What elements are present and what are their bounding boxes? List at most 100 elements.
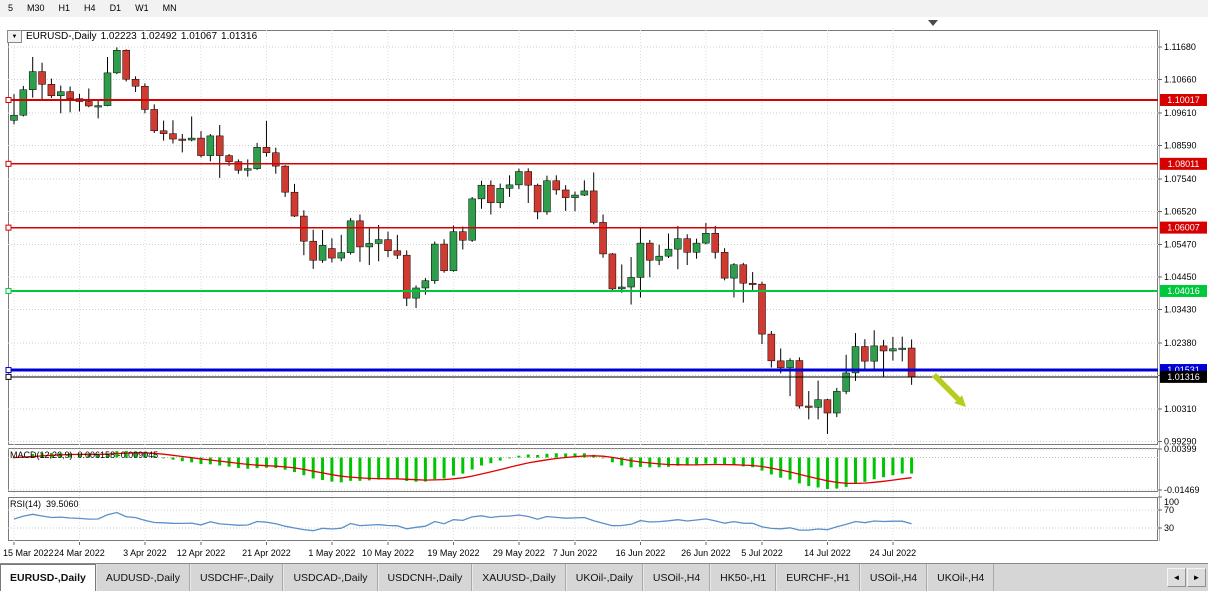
chart-tab-usoil-h4-7[interactable]: USOil-,H4 xyxy=(642,564,711,591)
macd-bar xyxy=(12,457,16,459)
macd-bar xyxy=(835,457,839,489)
svg-text:3 Apr 2022: 3 Apr 2022 xyxy=(123,548,167,558)
timeframe-button-mn[interactable]: MN xyxy=(157,1,183,16)
price-badge-1.08011 xyxy=(1160,157,1207,170)
candle xyxy=(281,165,289,193)
timeframe-button-h1[interactable]: H1 xyxy=(53,1,77,16)
chart-tab-xauusd-daily-5[interactable]: XAUUSD-,Daily xyxy=(472,564,566,591)
candle xyxy=(870,345,878,362)
candle xyxy=(730,264,738,279)
chart-tab-usoil-h4-10[interactable]: USOil-,H4 xyxy=(859,564,928,591)
timeframe-toolbar: 5 M30 H1 H4 D1 W1 MN xyxy=(0,0,1208,18)
chart-tab-usdcad-daily-3[interactable]: USDCAD-,Daily xyxy=(283,564,378,591)
candle xyxy=(402,254,411,299)
macd-bar xyxy=(536,455,540,458)
macd-bar xyxy=(676,457,680,466)
macd-bar xyxy=(891,457,895,476)
macd-bar xyxy=(180,457,184,462)
macd-bar xyxy=(31,454,35,458)
timeframe-button-d1[interactable]: D1 xyxy=(104,1,128,16)
chart-canvas[interactable]: 1.11680 1.10660 1.09610 1.08590 1.07540 1.065… xyxy=(0,17,1208,563)
macd-bar xyxy=(162,457,166,459)
candle xyxy=(10,114,18,121)
ohlc-close: 1.01316 xyxy=(221,31,258,42)
svg-text:19 May 2022: 19 May 2022 xyxy=(427,548,479,558)
svg-text:1.02380: 1.02380 xyxy=(1164,338,1197,348)
macd-bar xyxy=(274,457,278,469)
macd-bar xyxy=(115,451,119,458)
candlestick-series xyxy=(10,47,916,435)
macd-bar xyxy=(816,457,820,488)
chart-tab-eurchf-h1-9[interactable]: EURCHF-,H1 xyxy=(776,564,860,591)
level-handle xyxy=(5,287,12,294)
chart-tab-usdcnh-daily-4[interactable]: USDCNH-,Daily xyxy=(377,564,473,591)
chart-tab-ukoil-h4-11[interactable]: UKOil-,H4 xyxy=(927,564,995,591)
tab-scroll-left-button[interactable]: ◄ xyxy=(1167,568,1186,587)
macd-bar xyxy=(442,457,446,479)
candle xyxy=(477,184,486,200)
candle xyxy=(47,84,56,97)
macd-bar xyxy=(171,457,175,460)
timeframe-button-m30[interactable]: M30 xyxy=(21,1,51,16)
candle xyxy=(19,89,28,116)
macd-bar xyxy=(769,457,773,475)
ohlc-open: 1.02223 xyxy=(100,31,137,42)
candle xyxy=(861,346,869,362)
timeframe-button-5[interactable]: 5 xyxy=(2,1,19,16)
candle xyxy=(851,346,860,374)
support-resistance-lines[interactable] xyxy=(5,97,1158,380)
chart-symbol-label: EURUSD-,Daily xyxy=(26,31,97,42)
candle xyxy=(262,147,271,153)
chart-tab-usdchf-daily-2[interactable]: USDCHF-,Daily xyxy=(189,564,284,591)
macd-bar xyxy=(517,455,521,458)
macd-bar xyxy=(199,457,203,465)
chart-tabs-bar: EURUSD-,Daily AUDUSD-,Daily USDCHF-,Daily U… xyxy=(0,563,1208,591)
candle xyxy=(814,399,822,408)
macd-bar xyxy=(124,451,128,458)
symbol-dropdown-button[interactable]: ▼ xyxy=(7,30,22,43)
candle xyxy=(94,105,102,108)
macd-bar xyxy=(489,457,493,464)
candle xyxy=(720,252,729,279)
macd-bar xyxy=(610,457,614,463)
candle xyxy=(131,78,140,87)
candle xyxy=(543,180,551,213)
candle xyxy=(907,347,916,378)
candle xyxy=(421,280,430,289)
svg-text:1.08590: 1.08590 xyxy=(1164,140,1197,150)
macd-bar xyxy=(349,457,353,481)
tab-scroll-right-button[interactable]: ► xyxy=(1187,568,1206,587)
macd-bar xyxy=(236,457,240,468)
candle xyxy=(748,282,757,285)
svg-text:21 Apr 2022: 21 Apr 2022 xyxy=(242,548,291,558)
macd-bar xyxy=(882,457,886,478)
chart-tab-audusd-daily-1[interactable]: AUDUSD-,Daily xyxy=(95,564,190,591)
svg-text:15 Mar 2022: 15 Mar 2022 xyxy=(3,548,54,558)
macd-bar xyxy=(106,453,109,458)
timeframe-button-w1[interactable]: W1 xyxy=(129,1,155,16)
candle xyxy=(215,135,224,156)
macd-bar xyxy=(208,457,212,465)
svg-text:1.00310: 1.00310 xyxy=(1164,404,1197,414)
arrow-left-icon: ◄ xyxy=(1172,573,1181,582)
time-axis[interactable]: 15 Mar 2022 24 Mar 2022 3 Apr 2022 12 Apr 2… xyxy=(3,542,916,558)
timeframe-button-h4[interactable]: H4 xyxy=(78,1,102,16)
macd-bar xyxy=(405,457,409,482)
chart-tab-eurusd-daily-0[interactable]: EURUSD-,Daily xyxy=(0,564,96,591)
chart-title: ▼ EURUSD-,Daily 1.02223 1.02492 1.01067 … xyxy=(7,30,257,43)
sell-arrow-head-icon xyxy=(954,395,966,407)
annotations[interactable] xyxy=(928,20,966,407)
macd-bar xyxy=(751,457,755,468)
chart-tab-hk50-h1-8[interactable]: HK50-,H1 xyxy=(710,564,777,591)
macd-bar xyxy=(96,454,100,458)
svg-text:29 May 2022: 29 May 2022 xyxy=(493,548,545,558)
svg-text:5 Jul 2022: 5 Jul 2022 xyxy=(741,548,783,558)
macd-bar xyxy=(629,457,633,468)
price-axis[interactable]: 1.11680 1.10660 1.09610 1.08590 1.07540 1.065… xyxy=(1158,42,1207,446)
candle xyxy=(758,283,766,335)
svg-text:1.01316: 1.01316 xyxy=(1167,372,1200,382)
macd-bar xyxy=(461,457,465,474)
chart-tab-ukoil-daily-6[interactable]: UKOil-,Daily xyxy=(565,564,643,591)
tab-scroll-controls: ◄ ► xyxy=(1167,564,1208,591)
macd-bar xyxy=(480,457,483,466)
